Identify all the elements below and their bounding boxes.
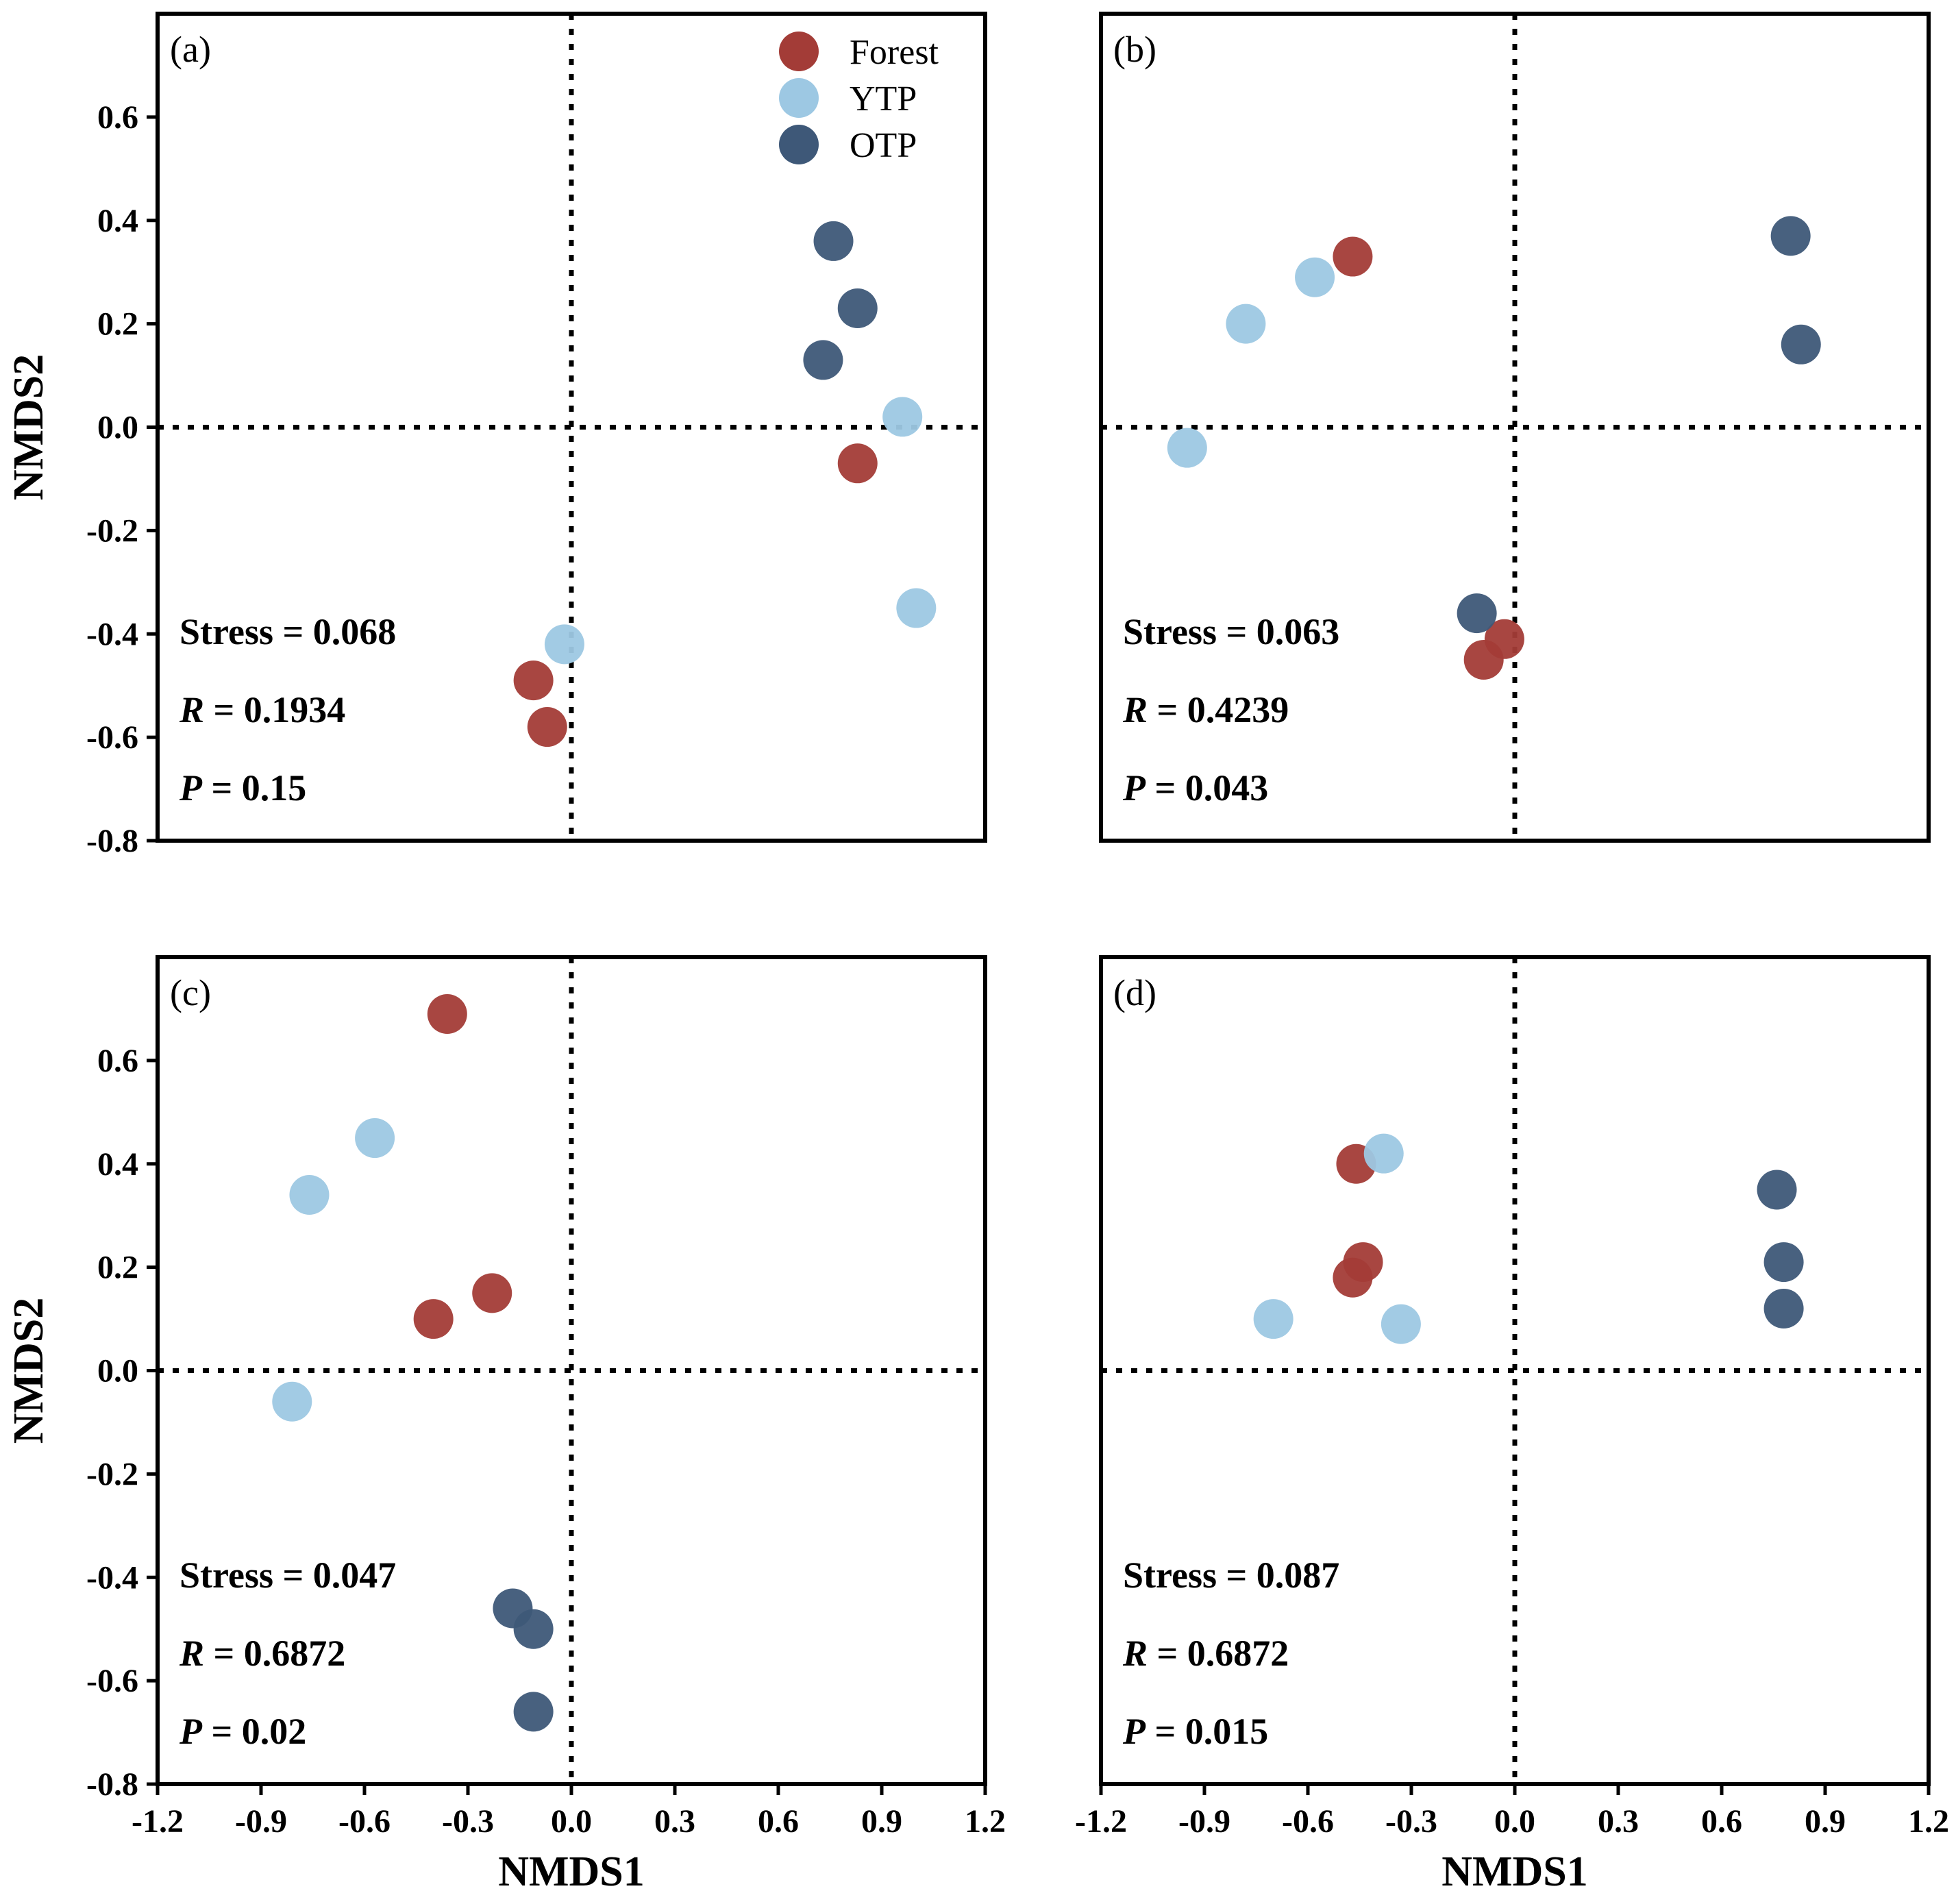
panel-label: (a) [170, 29, 211, 70]
panel-a: -0.8 -0.6 -0.4 -0.2 0.0 0.2 0.4 0.6 NMDS2 (a) Stre… [5, 12, 987, 859]
point-ytp [896, 588, 937, 628]
point-forest [837, 443, 878, 484]
legend-marker-forest [779, 32, 819, 71]
r-value: R = 0.6872 [179, 1633, 345, 1674]
p-value: P = 0.15 [179, 767, 306, 808]
point-ytp [1363, 1133, 1404, 1174]
x-tick-label: 1.2 [1908, 1803, 1949, 1840]
p-value: P = 0.02 [179, 1711, 306, 1752]
point-forest [1333, 236, 1373, 277]
y-tick-label: -0.4 [86, 616, 138, 652]
point-ytp [1295, 257, 1335, 297]
point-otp [803, 340, 843, 380]
r-value: R = 0.1934 [179, 689, 345, 730]
stress-value: Stress = 0.087 [1123, 1555, 1339, 1596]
panel-d: -1.2 -0.9 -0.6 -0.3 0.0 0.3 0.6 0.9 1.2 NMDS1 (d) S… [1075, 955, 1949, 1895]
panel-label: (c) [170, 972, 211, 1013]
y-tick-label: -0.8 [86, 823, 138, 859]
plot-frame [1099, 12, 1931, 843]
stress-value: Stress = 0.047 [179, 1555, 396, 1596]
point-ytp [272, 1381, 312, 1422]
y-tick-label: 0.4 [97, 1146, 138, 1183]
p-value: P = 0.043 [1122, 767, 1268, 808]
panel-b: (b) Stress = 0.063 R = 0.4239 P = 0.043 [1099, 12, 1931, 843]
y-tick-label: -0.6 [86, 1663, 138, 1699]
legend-marker-otp [779, 125, 819, 164]
y-tick-label: 0.2 [97, 306, 138, 343]
x-tick-label: -0.6 [1282, 1803, 1334, 1840]
legend-label-forest: Forest [850, 33, 939, 72]
x-tick-label: -0.9 [1178, 1803, 1230, 1840]
point-forest [427, 993, 467, 1034]
point-otp [1457, 593, 1497, 634]
x-tick-label: 0.9 [861, 1803, 902, 1840]
point-otp [1770, 216, 1811, 256]
y-tick-label: -0.4 [86, 1559, 138, 1596]
point-forest [1333, 1257, 1373, 1298]
point-ytp [289, 1175, 330, 1215]
x-tick-label: -1.2 [132, 1803, 184, 1840]
point-ytp [882, 397, 923, 437]
x-tick-label: 0.0 [551, 1803, 592, 1840]
x-axis-title: NMDS1 [1441, 1849, 1588, 1895]
legend: Forest YTP OTP [779, 32, 939, 165]
panel-label: (d) [1113, 972, 1156, 1013]
p-value: P = 0.015 [1122, 1711, 1268, 1752]
y-axis-title: NMDS2 [5, 1298, 52, 1444]
x-tick-label: 0.3 [1598, 1803, 1639, 1840]
point-otp [513, 1609, 554, 1649]
point-otp [513, 1692, 554, 1732]
y-axis-title: NMDS2 [5, 354, 52, 501]
point-forest [513, 660, 554, 701]
point-ytp [1167, 428, 1207, 468]
x-axis-title: NMDS1 [498, 1849, 645, 1895]
point-otp [1763, 1242, 1804, 1283]
legend-label-ytp: YTP [850, 79, 917, 119]
legend-label-otp: OTP [850, 126, 917, 165]
point-otp [1763, 1288, 1804, 1328]
y-tick-label: 0.0 [97, 410, 138, 446]
point-otp [837, 288, 878, 328]
point-forest [413, 1299, 454, 1339]
point-forest [527, 707, 567, 747]
y-tick-label: 0.0 [97, 1353, 138, 1389]
y-tick-label: -0.2 [86, 1456, 138, 1492]
y-tick-label: 0.6 [97, 1043, 138, 1079]
point-ytp [1253, 1299, 1293, 1339]
x-tick-label: -0.3 [1385, 1803, 1437, 1840]
x-tick-label: -1.2 [1075, 1803, 1127, 1840]
point-forest [472, 1273, 512, 1313]
point-ytp [544, 624, 584, 665]
point-forest [1463, 639, 1504, 680]
point-ytp [1226, 304, 1266, 344]
x-tick-label: 0.3 [654, 1803, 695, 1840]
y-tick-label: -0.8 [86, 1766, 138, 1803]
x-tick-label: 0.6 [1701, 1803, 1742, 1840]
x-tick-label: 0.9 [1805, 1803, 1846, 1840]
y-tick-label: -0.2 [86, 512, 138, 549]
y-tick-label: 0.6 [97, 99, 138, 136]
point-otp [1781, 324, 1821, 364]
x-tick-label: -0.3 [442, 1803, 494, 1840]
r-value: R = 0.4239 [1122, 689, 1289, 730]
point-otp [1757, 1170, 1797, 1210]
point-otp [813, 221, 854, 261]
stress-value: Stress = 0.063 [1123, 611, 1339, 652]
panel-c: -0.8 -0.6 -0.4 -0.2 0.0 0.2 0.4 0.6 NMDS2 -1.2 -0.… [5, 955, 1006, 1895]
stress-value: Stress = 0.068 [179, 611, 396, 652]
point-ytp [1381, 1304, 1421, 1344]
y-tick-label: 0.2 [97, 1250, 138, 1286]
x-tick-label: 0.0 [1494, 1803, 1535, 1840]
r-value: R = 0.6872 [1122, 1633, 1289, 1674]
y-tick-label: 0.4 [97, 203, 138, 239]
x-tick-label: -0.6 [338, 1803, 391, 1840]
legend-marker-ytp [779, 78, 819, 118]
x-tick-label: 1.2 [965, 1803, 1006, 1840]
panel-label: (b) [1113, 29, 1156, 70]
y-tick-label: -0.6 [86, 719, 138, 756]
point-ytp [355, 1118, 395, 1159]
x-tick-label: 0.6 [758, 1803, 799, 1840]
x-tick-label: -0.9 [235, 1803, 287, 1840]
